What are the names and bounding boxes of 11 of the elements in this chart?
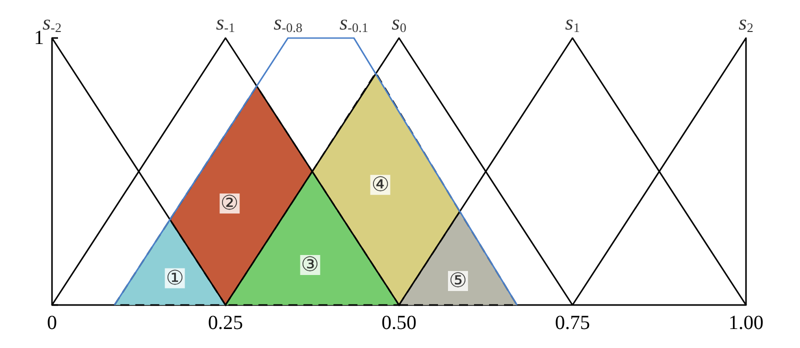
x-tick-label: 0.50 xyxy=(382,312,416,334)
annotation: ② xyxy=(220,192,239,215)
annotation: ③ xyxy=(301,254,320,276)
x-tick-label: 1.00 xyxy=(728,312,764,334)
annotation: ④ xyxy=(371,174,390,196)
x-tick-label: 0.75 xyxy=(555,312,590,334)
annotation: ① xyxy=(166,267,184,290)
x-tick-label: 0 xyxy=(47,312,57,334)
annotation: ⑤ xyxy=(448,270,467,292)
y-tick-label: 1 xyxy=(34,27,44,49)
x-tick-label: 0.25 xyxy=(208,312,243,334)
